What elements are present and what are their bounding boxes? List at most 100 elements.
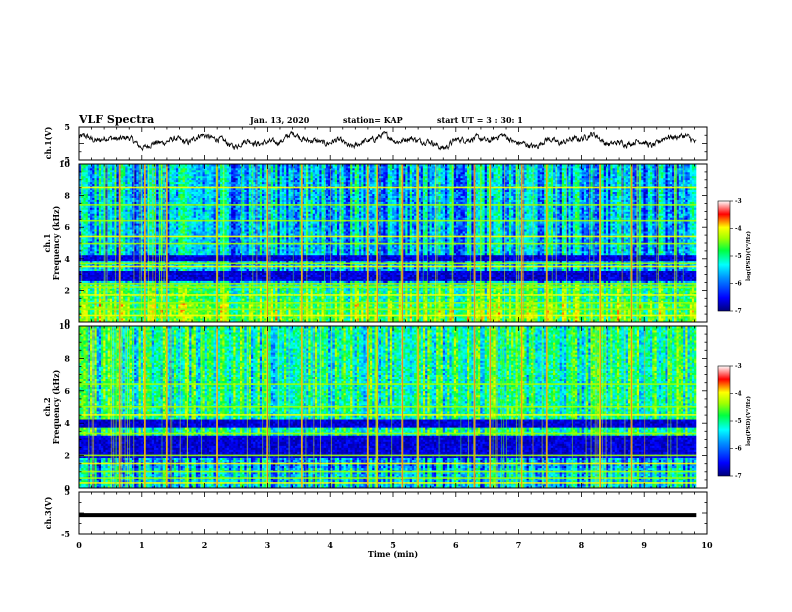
spectrogram-cell: [85, 288, 89, 291]
spectrogram-cell: [343, 290, 347, 293]
spectrogram-cell: [248, 304, 252, 307]
spectrogram-cell: [131, 316, 135, 319]
spectrogram-cell: [257, 296, 261, 299]
spectrogram-cell: [286, 292, 289, 295]
spectrogram-cell: [224, 288, 228, 291]
spectrogram-cell: [561, 316, 565, 319]
spectrogram-cell: [597, 318, 600, 321]
spectrogram-cell: [125, 312, 128, 315]
spectrogram-cell: [654, 320, 657, 322]
spectrogram-cell: [506, 312, 510, 315]
spectrogram-cell: [109, 288, 113, 291]
spectrogram-cell: [528, 316, 532, 319]
spectrogram-cell: [281, 316, 285, 319]
spectrogram-cell: [295, 298, 298, 301]
spectrogram-cell: [447, 296, 450, 299]
spectrogram-cell: [90, 288, 93, 291]
spectrogram-cell: [156, 292, 159, 295]
spectrogram-cell: [667, 298, 671, 301]
spectrogram-cell: [438, 290, 441, 293]
spectrogram-cell: [140, 312, 144, 315]
spectrogram-cell: [689, 318, 693, 321]
spectrogram-cell: [195, 306, 199, 309]
spectrogram-cell: [447, 318, 450, 321]
spectrogram-cell: [495, 300, 499, 303]
spectrogram-cell: [217, 300, 221, 303]
spectrogram-cell: [204, 316, 208, 319]
spectrogram-cell: [396, 316, 400, 319]
spectrogram-cell: [566, 298, 569, 301]
spectrogram-cell: [394, 312, 397, 315]
spectrogram-cell: [537, 298, 541, 301]
spectrogram-cell: [277, 296, 280, 299]
spectrogram-cell: [561, 310, 565, 313]
spectrogram-cell: [422, 298, 426, 301]
spectrogram-cell: [290, 292, 294, 295]
spectrogram-cell: [491, 304, 494, 307]
spectrogram-cell: [689, 288, 693, 291]
spectrogram-cell: [308, 304, 311, 307]
spectrogram-cell: [237, 300, 241, 303]
spectrogram-cell: [156, 304, 159, 307]
spectrogram-cell: [226, 298, 230, 301]
spectrogram-cell: [414, 304, 417, 307]
spectrogram-cell: [394, 310, 397, 313]
spectrogram-cell: [381, 312, 384, 315]
spectrogram-cell: [336, 310, 340, 313]
spectrogram-cell: [526, 312, 530, 315]
spectrogram-cell: [632, 316, 635, 319]
spectrogram-cell: [533, 306, 536, 309]
spectrogram-cell: [394, 288, 397, 291]
spectrogram-cell: [297, 318, 300, 321]
spectrogram-cell: [235, 304, 239, 307]
spectrogram-cell: [149, 290, 153, 293]
spectrogram-cell: [107, 304, 111, 307]
spectrogram-cell: [537, 304, 541, 307]
spectrogram-cell: [460, 318, 463, 321]
spectrogram-cell: [98, 320, 102, 322]
spectrogram-cell: [403, 288, 406, 291]
spectrogram-cell: [341, 312, 344, 315]
spectrogram-cell: [440, 298, 444, 301]
spectrogram-cell: [652, 318, 655, 321]
spectrogram-cell: [193, 320, 197, 322]
spectrogram-cell: [116, 312, 120, 315]
spectrogram-cell: [500, 292, 503, 295]
spectrogram-cell: [632, 296, 635, 299]
spectrogram-cell: [667, 306, 671, 309]
spectrogram-cell: [546, 292, 549, 295]
spectrogram-cell: [632, 320, 635, 322]
spectrogram-cell: [184, 320, 188, 322]
spectrogram-cell: [306, 312, 309, 315]
spectrogram-cell: [295, 292, 298, 295]
spectrogram-cell: [586, 296, 589, 299]
spectrogram-cell: [347, 312, 351, 315]
spectrogram-cell: [652, 288, 655, 291]
spectrogram-cell: [603, 316, 607, 319]
spectrogram-cell: [493, 290, 497, 293]
spectrogram-cell: [321, 288, 325, 291]
spectrogram-cell: [198, 310, 201, 313]
spectrogram-cell: [665, 318, 669, 321]
spectrogram-cell: [530, 320, 534, 322]
spectrogram-cell: [387, 292, 391, 295]
spectrogram-cell: [456, 318, 459, 321]
spectrogram-cell: [231, 298, 234, 301]
spectrogram-cell: [511, 296, 514, 299]
spectrogram-cell: [661, 318, 664, 321]
spectrogram-cell: [246, 320, 250, 322]
spectrogram-cell: [687, 318, 691, 321]
spectrogram-cell: [526, 288, 530, 291]
spectrogram-cell: [317, 288, 320, 291]
spectrogram-cell: [336, 304, 340, 307]
spectrogram-cell: [511, 306, 514, 309]
spectrogram-cell: [125, 316, 128, 319]
spectrogram-cell: [195, 310, 199, 313]
spectrogram-cell: [687, 292, 691, 295]
spectrogram-cell: [347, 318, 351, 321]
spectrogram-cell: [425, 304, 428, 307]
spectrogram-cell: [694, 310, 697, 313]
spectrogram-cell: [314, 296, 318, 299]
spectrogram-cell: [570, 306, 574, 309]
spectrogram-cell: [178, 306, 181, 309]
